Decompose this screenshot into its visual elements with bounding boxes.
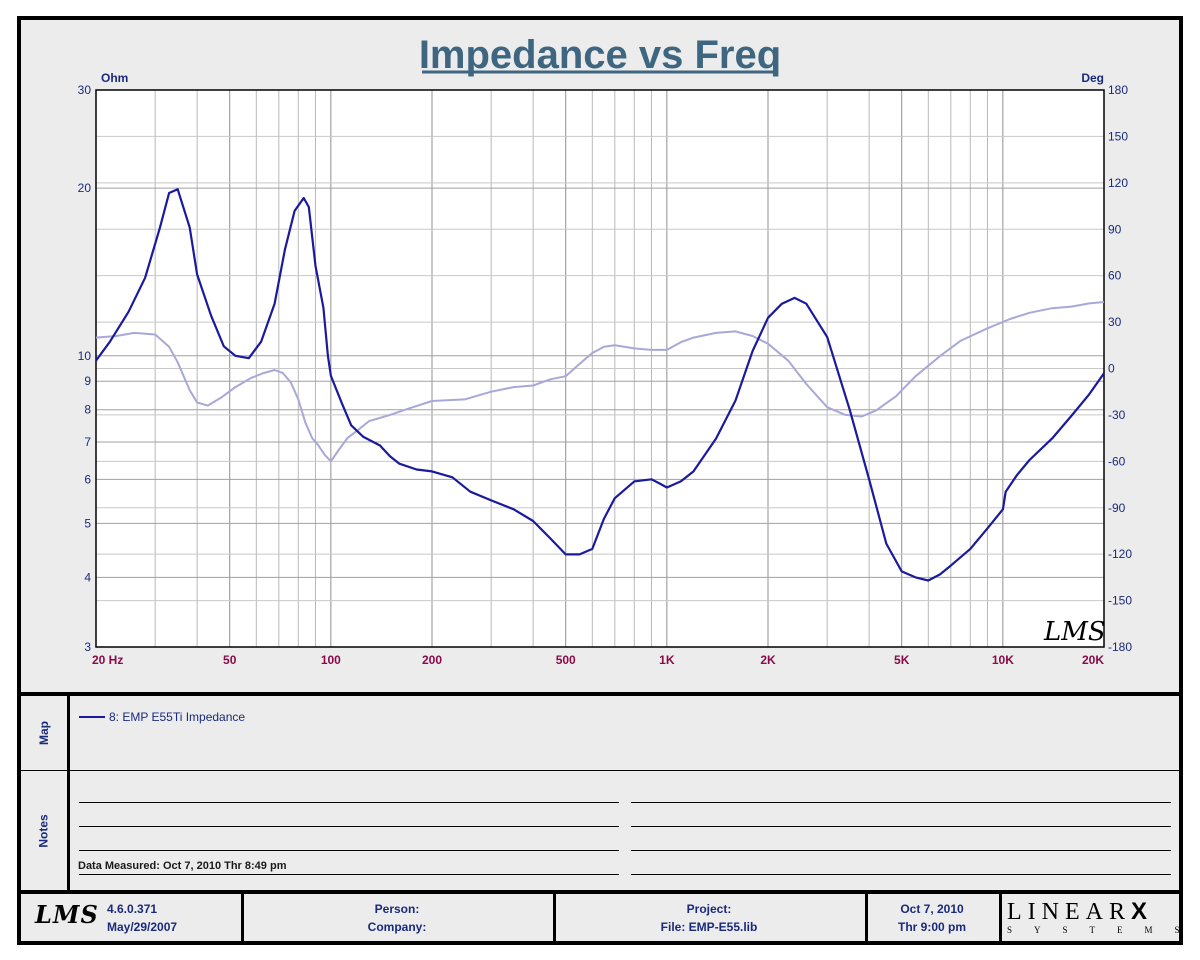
y2-tick-label: 90 bbox=[1108, 222, 1122, 236]
lms-logo: LMS bbox=[35, 900, 99, 929]
linearx-brand-main: LINEAR bbox=[1007, 899, 1131, 925]
left-unit-label: Ohm bbox=[101, 71, 128, 85]
y2-tick-label: -60 bbox=[1108, 454, 1126, 468]
footer-version-cell: LMS 4.6.0.371 May/29/2007 bbox=[21, 894, 244, 941]
legend-entry: 8: EMP E55Ti Impedance bbox=[79, 710, 245, 724]
y-tick-label: 8 bbox=[84, 403, 91, 417]
note-line bbox=[631, 874, 1171, 875]
y2-tick-label: 150 bbox=[1108, 129, 1128, 143]
impedance-series-line bbox=[95, 188, 1105, 582]
x-tick-label: 1K bbox=[659, 653, 675, 667]
file-label: File: EMP-E55.lib bbox=[660, 920, 758, 934]
time-text: Thr 9:00 pm bbox=[897, 920, 966, 934]
note-line bbox=[79, 826, 619, 827]
linearx-brand-x: X bbox=[1130, 898, 1153, 925]
legend-label: 8: EMP E55Ti Impedance bbox=[109, 710, 246, 724]
x-tick-label: 20K bbox=[1082, 653, 1104, 667]
map-panel: Map 8: EMP E55Ti Impedance bbox=[17, 692, 1183, 774]
x-tick-label: 20 Hz bbox=[92, 653, 123, 667]
y2-tick-label: 60 bbox=[1108, 269, 1122, 283]
footer-project-cell: Project: File: EMP-E55.lib bbox=[553, 894, 868, 941]
note-line bbox=[631, 802, 1171, 803]
y-tick-label: 7 bbox=[84, 435, 91, 449]
phase-series-line bbox=[95, 301, 1105, 463]
y2-tick-label: 0 bbox=[1108, 362, 1115, 376]
notes-side-label: Notes bbox=[21, 771, 70, 890]
note-line bbox=[79, 874, 619, 875]
data-measured-text: Data Measured: Oct 7, 2010 Thr 8:49 pm bbox=[78, 860, 287, 872]
y-tick-label: 6 bbox=[84, 472, 91, 486]
x-tick-label: 500 bbox=[556, 653, 576, 667]
right-unit-label: Deg bbox=[1081, 71, 1104, 85]
lms-watermark-text: LMS bbox=[1043, 617, 1106, 647]
linearx-logo-text: LINEARX bbox=[1007, 898, 1153, 926]
y2-tick-label: -120 bbox=[1108, 547, 1132, 561]
y-tick-label: 20 bbox=[78, 181, 92, 195]
y2-tick-label: -180 bbox=[1108, 640, 1132, 654]
notes-panel: Notes Data Measured: Oct 7, 2010 Thr 8:4… bbox=[17, 771, 1183, 894]
y-tick-label: 5 bbox=[84, 516, 91, 530]
y-tick-label: 4 bbox=[84, 570, 91, 584]
map-side-label: Map bbox=[21, 696, 70, 770]
y2-tick-label: -150 bbox=[1108, 594, 1132, 608]
tick-labels: 20 Hz 50 100 200 500 1K 2K 5K 10K 20K302010987654… bbox=[78, 83, 1133, 667]
y-tick-label: 9 bbox=[84, 374, 91, 388]
linearx-sub-text: SYSTEMS bbox=[1007, 925, 1200, 935]
company-label: Company: bbox=[367, 920, 427, 934]
y2-tick-label: -30 bbox=[1108, 408, 1126, 422]
footer-person-cell: Person: Company: bbox=[241, 894, 556, 941]
y2-tick-label: -90 bbox=[1108, 501, 1126, 515]
version-text: 4.6.0.371 bbox=[107, 902, 158, 916]
series bbox=[95, 188, 1105, 582]
version-date-text: May/29/2007 bbox=[107, 920, 178, 934]
y-tick-label: 10 bbox=[78, 349, 92, 363]
person-label: Person: bbox=[374, 902, 420, 916]
x-tick-label: 10K bbox=[992, 653, 1014, 667]
impedance-chart: 20 Hz 50 100 200 500 1K 2K 5K 10K 20K302010987654… bbox=[78, 33, 1133, 667]
y-tick-label: 30 bbox=[78, 83, 92, 97]
x-tick-label: 5K bbox=[894, 653, 910, 667]
grid bbox=[95, 89, 1105, 648]
note-line bbox=[79, 802, 619, 803]
y2-tick-label: 120 bbox=[1108, 176, 1128, 190]
y2-tick-label: 180 bbox=[1108, 83, 1128, 97]
lms-watermark: LMS bbox=[1043, 617, 1106, 647]
chart-title: Impedance vs Freq bbox=[419, 33, 781, 77]
linearx-logo: LINEARX SYSTEMS bbox=[999, 894, 1180, 941]
note-line bbox=[631, 850, 1171, 851]
note-line bbox=[631, 826, 1171, 827]
x-tick-label: 200 bbox=[422, 653, 442, 667]
note-line bbox=[79, 850, 619, 851]
plot-border bbox=[95, 89, 1105, 648]
y2-tick-label: 30 bbox=[1108, 315, 1122, 329]
project-label: Project: bbox=[686, 902, 732, 916]
footer-date-cell: Oct 7, 2010 Thr 9:00 pm bbox=[865, 894, 1002, 941]
date-text: Oct 7, 2010 bbox=[900, 902, 964, 916]
footer-panel: LMS 4.6.0.371 May/29/2007 Person: Compan… bbox=[17, 891, 1183, 945]
x-tick-label: 2K bbox=[760, 653, 776, 667]
legend-swatch bbox=[79, 716, 105, 718]
x-tick-label: 100 bbox=[321, 653, 341, 667]
y-tick-label: 3 bbox=[84, 640, 91, 654]
x-tick-label: 50 bbox=[223, 653, 237, 667]
